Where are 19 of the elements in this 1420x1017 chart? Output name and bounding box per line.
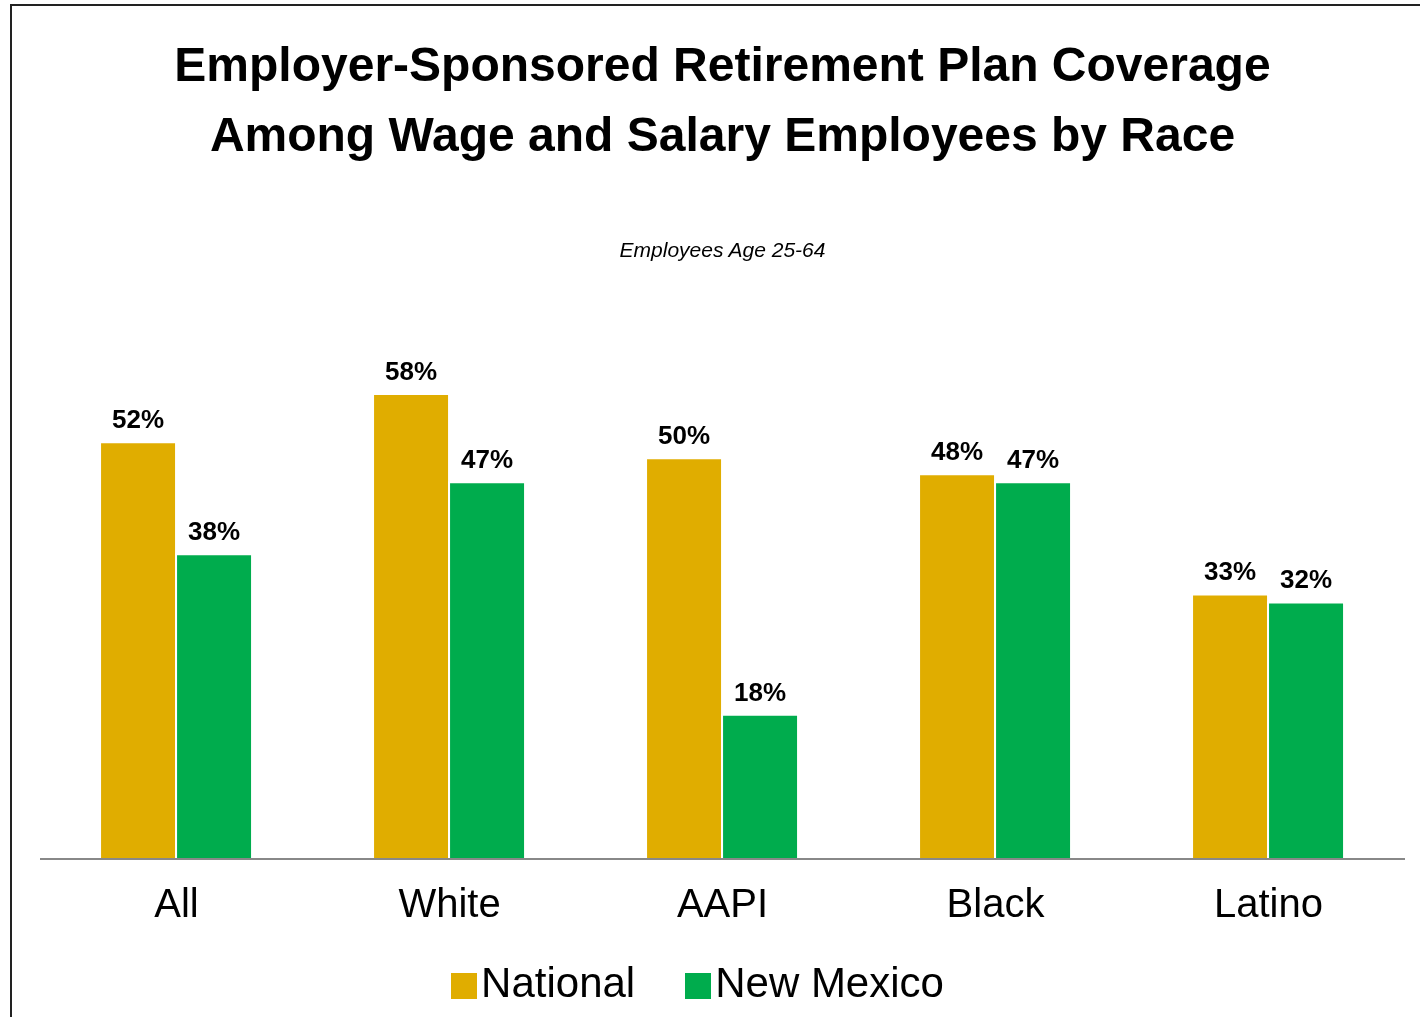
legend-label: National (481, 959, 636, 1006)
data-label: 32% (1280, 564, 1333, 595)
x-tick-label: Black (946, 881, 1046, 926)
x-tick-label: Latino (1214, 881, 1323, 926)
x-tick-label: All (154, 881, 199, 926)
data-label: 52% (112, 404, 165, 435)
data-label: 18% (734, 676, 787, 707)
x-tick-label: AAPI (676, 881, 769, 926)
data-label: 48% (931, 436, 984, 467)
data-label: 47% (1007, 444, 1060, 475)
chart-subtitle: Employees Age 25-64 (618, 238, 827, 262)
x-tick-label: White (398, 881, 501, 926)
data-label: 47% (461, 444, 514, 475)
data-label: 50% (658, 420, 711, 451)
data-label: 33% (1204, 556, 1257, 587)
chart-title: Employer-Sponsored Retirement Plan Coverage Among Wage and Salary Employees by Race (173, 37, 1272, 163)
data-label: 38% (188, 516, 241, 547)
legend-label: New Mexico (715, 959, 944, 1006)
data-label: 58% (385, 356, 438, 387)
